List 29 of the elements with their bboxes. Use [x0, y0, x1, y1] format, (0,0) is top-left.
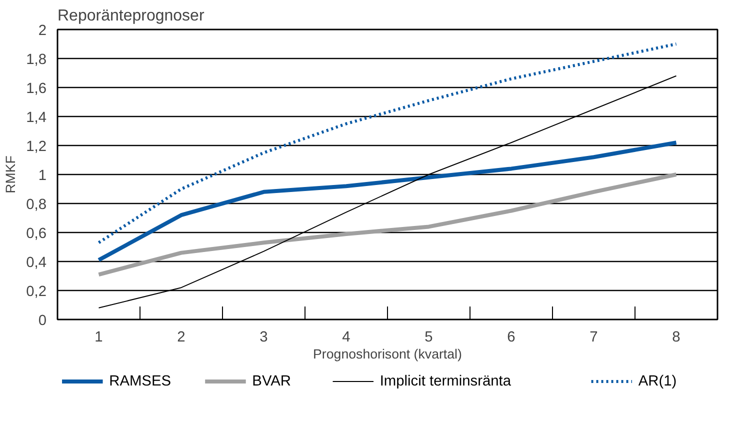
- x-tick-label: 4: [342, 330, 350, 346]
- x-tick-label: 3: [260, 330, 268, 346]
- y-tick-label: 0,6: [26, 226, 46, 242]
- y-tick-label: 1,2: [26, 139, 46, 155]
- y-tick-label: 0,4: [26, 255, 46, 271]
- legend-label: RAMSES: [109, 374, 172, 390]
- y-tick-label: 0,2: [26, 284, 46, 300]
- x-axis-title: Prognoshorisont (kvartal): [313, 346, 462, 362]
- y-tick-label: 2: [38, 23, 47, 39]
- x-tick-label: 7: [590, 330, 598, 346]
- line-series: [96, 172, 678, 277]
- x-tick-label: 5: [424, 330, 433, 346]
- x-tick-label: 8: [672, 330, 680, 346]
- y-tick-label: 0: [38, 313, 47, 329]
- line-series: [96, 140, 678, 262]
- legend-label: Implicit terminsränta: [380, 374, 512, 390]
- y-tick-label: 0,8: [26, 197, 46, 213]
- y-axis-title: RMKF: [3, 156, 18, 194]
- y-tick-label: 1,6: [26, 81, 46, 97]
- chart-title: Reporänteprognoser: [58, 8, 205, 24]
- x-tick-label: 1: [94, 330, 103, 346]
- x-tick-label: 6: [507, 330, 516, 346]
- legend-label: BVAR: [252, 374, 292, 390]
- line-series: [97, 42, 678, 244]
- legend-label: AR(1): [638, 374, 677, 390]
- y-tick-label: 1: [38, 168, 47, 184]
- y-tick-label: 1,8: [26, 52, 46, 68]
- y-tick-label: 1,4: [26, 110, 46, 126]
- x-tick-label: 2: [177, 330, 186, 346]
